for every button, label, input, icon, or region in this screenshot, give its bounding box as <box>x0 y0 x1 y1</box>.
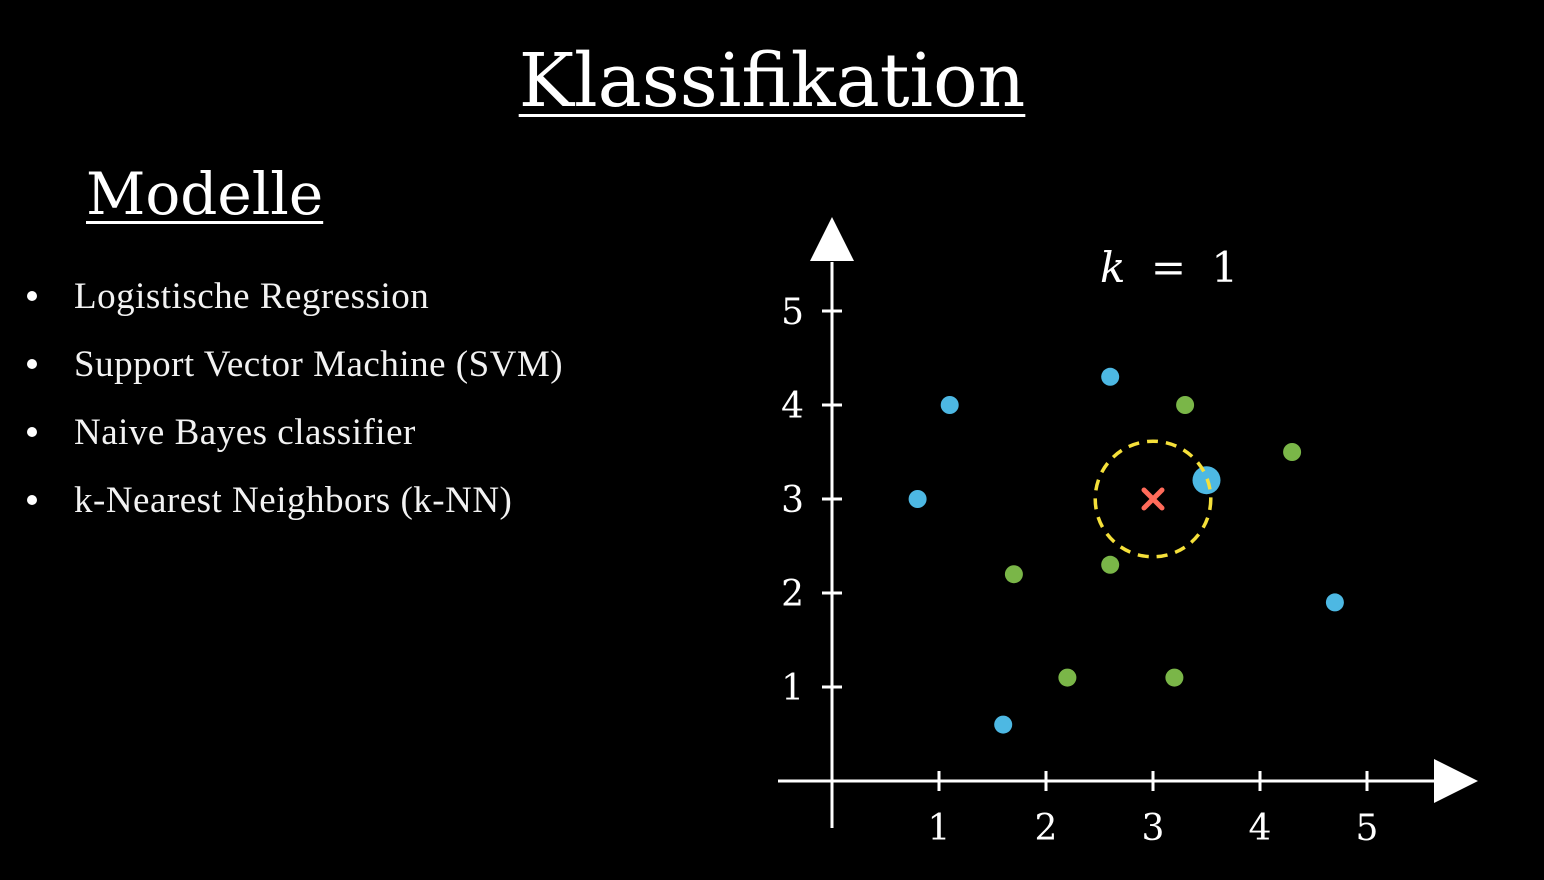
page-title: Klassifikation <box>518 38 1026 124</box>
data-point <box>1058 668 1077 687</box>
data-point <box>1325 593 1344 612</box>
data-point <box>940 396 959 414</box>
k-variable: k <box>1100 243 1125 292</box>
data-point <box>1165 668 1184 687</box>
y-axis-arrow-icon <box>810 217 854 261</box>
k-annotation: k = 1 <box>1100 243 1238 292</box>
data-point <box>994 715 1013 734</box>
list-item: k-Nearest Neighbors (k-NN) <box>22 466 563 534</box>
model-label: k-Nearest Neighbors (k-NN) <box>74 479 513 521</box>
bullet-icon <box>27 427 37 437</box>
data-point <box>1176 396 1195 414</box>
y-tick-label: 1 <box>781 668 804 709</box>
model-list: Logistische Regression Support Vector Ma… <box>22 262 563 534</box>
model-label: Naive Bayes classifier <box>74 411 416 453</box>
k-equals: = <box>1151 243 1186 292</box>
x-tick-label: 3 <box>1142 808 1165 849</box>
y-tick-label: 4 <box>781 386 804 427</box>
y-tick-label: 3 <box>781 480 804 521</box>
x-tick-label: 5 <box>1356 808 1379 849</box>
y-tick-label: 2 <box>781 574 804 615</box>
list-item: Support Vector Machine (SVM) <box>22 330 563 398</box>
x-tick-label: 2 <box>1035 808 1058 849</box>
data-point <box>1101 555 1120 574</box>
model-label: Support Vector Machine (SVM) <box>74 343 564 385</box>
list-item: Logistische Regression <box>22 262 563 330</box>
bullet-icon <box>27 495 37 505</box>
cross-icon <box>1141 487 1165 511</box>
bullet-icon <box>27 291 37 301</box>
x-axis-arrow-icon <box>1434 759 1478 803</box>
y-tick-label: 5 <box>781 292 804 333</box>
data-point <box>908 490 927 508</box>
data-point <box>1004 565 1023 584</box>
list-item: Naive Bayes classifier <box>22 398 563 466</box>
models-heading: Modelle <box>86 160 324 228</box>
x-tick-label: 4 <box>1249 808 1272 849</box>
model-label: Logistische Regression <box>74 275 430 317</box>
x-ticks: 1 2 3 4 5 <box>928 771 1379 849</box>
bullet-icon <box>27 359 37 369</box>
x-tick-label: 1 <box>928 808 951 849</box>
neighborhood-circle <box>1093 439 1213 559</box>
data-point <box>1101 367 1120 386</box>
data-point <box>1283 443 1302 461</box>
k-value: 1 <box>1211 243 1238 292</box>
y-ticks: 1 2 3 4 5 <box>781 292 842 709</box>
query-point <box>1141 487 1165 511</box>
